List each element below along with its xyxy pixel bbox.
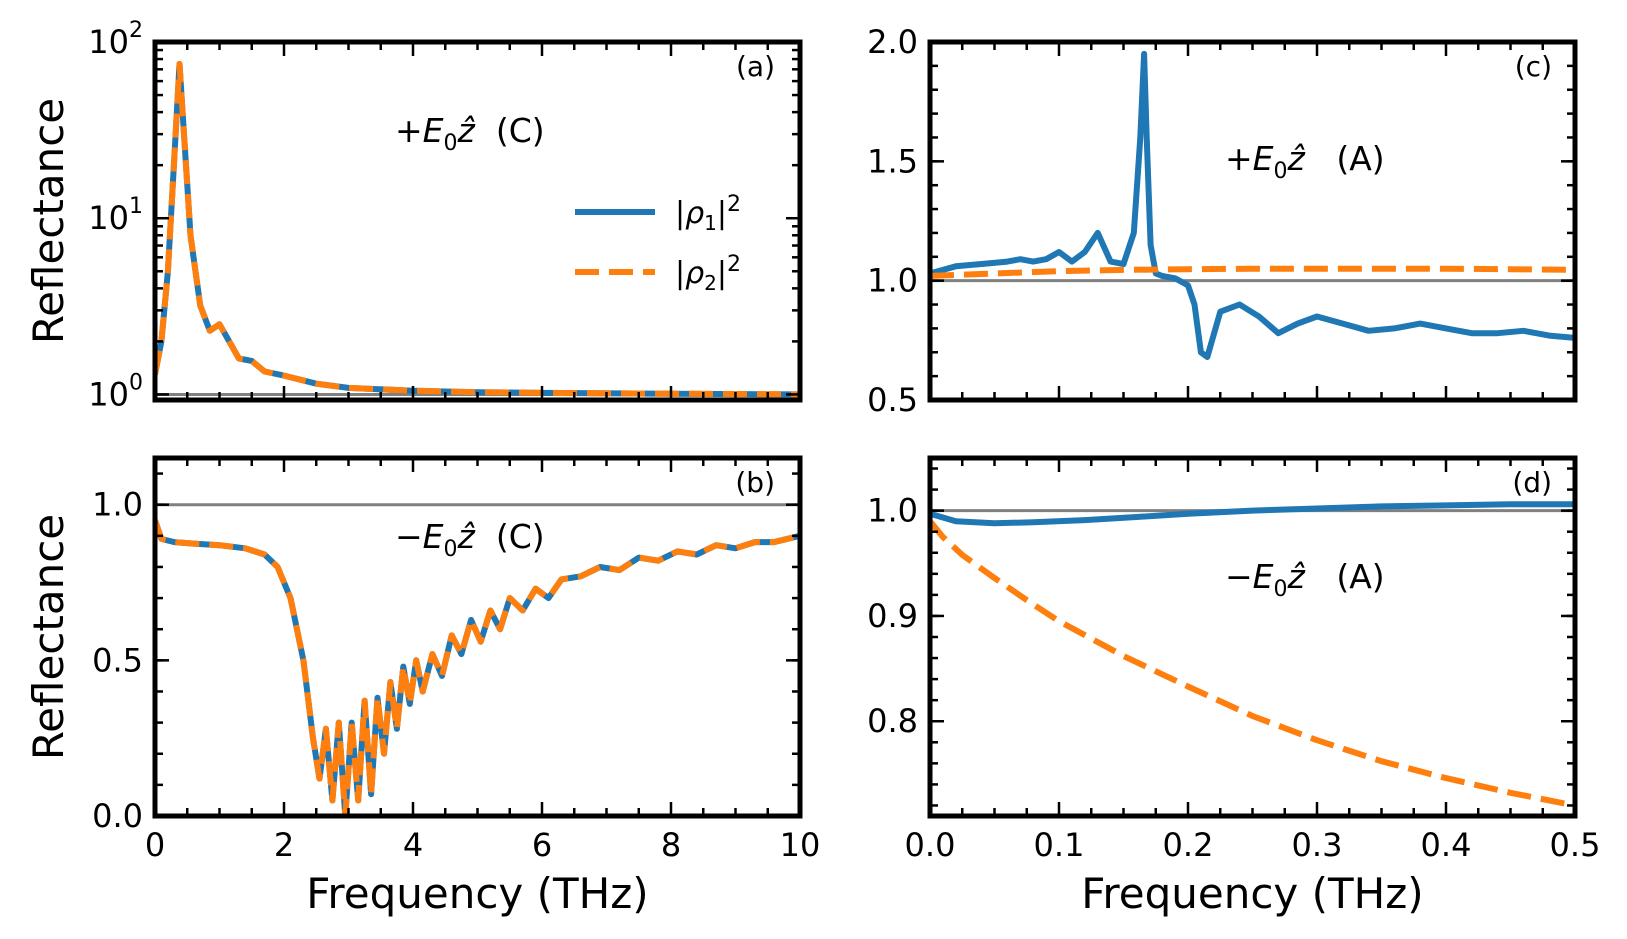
x-tick-label: 0.0 [905,826,956,864]
y-tick-label: 1.0 [867,262,918,300]
y-tick-label: 2.0 [867,23,918,61]
x-tick-label: 0.1 [1034,826,1085,864]
panel-label: (c) [1515,50,1552,83]
axes-frame [927,39,1578,403]
series-line-1 [930,501,1575,527]
plot-area [155,503,800,816]
y-axis-label: Reflectance [24,514,73,760]
x-tick-label: 6 [532,826,552,864]
plot-area [930,50,1575,360]
panel-label: (b) [735,466,775,499]
x-tick-label: 0.4 [1421,826,1472,864]
x-tick-label: 0 [145,826,165,864]
x-tick-label: 0.5 [1550,826,1601,864]
series-line-2 [930,519,1575,809]
annotation-3: −E0ẑ (A) [1225,557,1385,602]
plot-area [930,501,1575,809]
panel-label: (a) [736,50,775,83]
annotation-2: +E0ẑ (A) [1225,139,1385,184]
y-axis-label: Reflectance [24,98,73,344]
legend: |ρ1|2 |ρ2|2 [575,192,741,295]
y-tick-label: 0.9 [867,597,918,635]
x-tick-label: 0.3 [1292,826,1343,864]
panel-a: 100 101 102 Reflectance (a) +E0ẑ (C) [24,18,803,413]
y-tick-label: 1.5 [867,142,918,180]
x-axis-label: Frequency (THz) [1081,869,1423,918]
y-tick-label: 1.0 [92,486,143,524]
x-tick-label: 2 [274,826,294,864]
legend-label-2: |ρ2|2 [675,252,741,295]
x-tick-label: 10 [780,826,821,864]
legend-label-1: |ρ1|2 [675,192,741,235]
panel-label: (d) [1512,466,1552,499]
annotation-0: +E0ẑ (C) [395,111,545,156]
series-line-2 [155,519,800,816]
y-tick-label: 0.0 [92,797,143,835]
series-line-1 [155,519,800,816]
x-tick-label: 4 [403,826,423,864]
y-tick-label: 0.5 [867,381,918,419]
y-tick-label: 0.8 [867,702,918,740]
x-tick-label: 8 [661,826,681,864]
panel-b: 0 2 4 6 8 10 0.0 0.5 1.0 Reflectance Frequency (TH… [24,455,821,918]
y-tick-label: 0.5 [92,641,143,679]
annotation-1: −E0ẑ (C) [395,517,545,562]
y-tick-label: 100 [88,370,143,413]
x-tick-label: 0.2 [1163,826,1214,864]
panel-d: 0.0 0.1 0.2 0.3 0.4 0.5 0.8 0.9 1.0 Frequency (TH… [867,455,1601,918]
x-axis-label: Frequency (THz) [306,869,648,918]
panel-c: 0.5 1.0 1.5 2.0 (c) +E0ẑ (A) [867,23,1578,419]
y-tick-label: 1.0 [867,492,918,530]
series-line-2 [155,61,800,398]
y-tick-label: 102 [88,18,143,61]
series-line-2 [930,265,1575,279]
y-tick-label: 101 [88,194,143,237]
series-line-1 [930,50,1575,360]
